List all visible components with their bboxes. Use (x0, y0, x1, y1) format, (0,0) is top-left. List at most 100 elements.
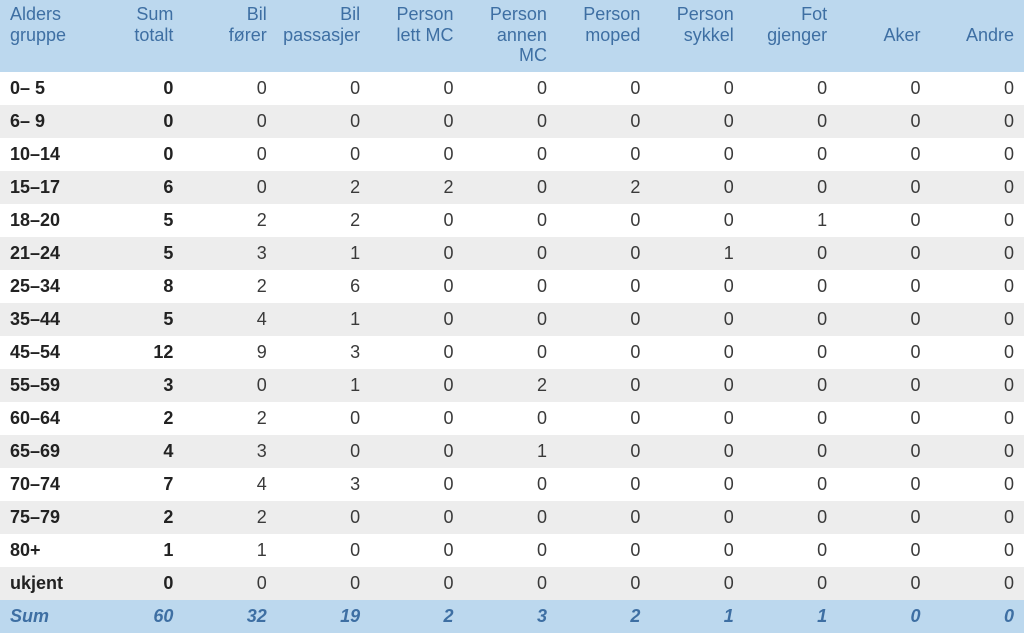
cell-value: 2 (183, 270, 276, 303)
cell-value: 0 (370, 369, 463, 402)
cell-value: 0 (837, 237, 930, 270)
data-table: AldersgruppeSumtotaltBilførerBilpassasje… (0, 0, 1024, 633)
col-header-line2: Andre (966, 25, 1014, 45)
table-row: 0– 50000000000 (0, 72, 1024, 105)
col-header-line1: Bil (340, 4, 360, 24)
cell-value: 0 (183, 369, 276, 402)
col-header-line1: Sum (136, 4, 173, 24)
cell-value: 0 (837, 369, 930, 402)
cell-value: 3 (277, 468, 370, 501)
row-label: ukjent (0, 567, 90, 600)
cell-value: 0 (277, 105, 370, 138)
cell-value: 0 (650, 72, 743, 105)
table-row: 60–642200000000 (0, 402, 1024, 435)
cell-value: 0 (931, 435, 1024, 468)
cell-value: 0 (90, 105, 183, 138)
cell-value: 0 (744, 369, 837, 402)
cell-value: 2 (183, 402, 276, 435)
cell-value: 0 (931, 72, 1024, 105)
sum-value: 19 (277, 600, 370, 633)
col-header-line2: passasjer (283, 25, 360, 45)
table-body: 0– 500000000006– 9000000000010–140000000… (0, 72, 1024, 633)
cell-value: 0 (837, 303, 930, 336)
cell-value: 2 (183, 204, 276, 237)
table-row: 18–205220000100 (0, 204, 1024, 237)
cell-value: 0 (837, 171, 930, 204)
cell-value: 0 (650, 303, 743, 336)
cell-value: 0 (90, 567, 183, 600)
sum-value: 32 (183, 600, 276, 633)
cell-value: 0 (370, 468, 463, 501)
row-label: 18–20 (0, 204, 90, 237)
cell-value: 0 (837, 204, 930, 237)
cell-value: 2 (277, 171, 370, 204)
cell-value: 0 (183, 138, 276, 171)
row-label: 21–24 (0, 237, 90, 270)
cell-value: 0 (464, 105, 557, 138)
cell-value: 0 (557, 534, 650, 567)
cell-value: 0 (277, 534, 370, 567)
sum-value: 2 (370, 600, 463, 633)
cell-value: 0 (557, 468, 650, 501)
row-label: 65–69 (0, 435, 90, 468)
col-header: Personlett MC (370, 0, 463, 72)
cell-value: 3 (90, 369, 183, 402)
table-row: 15–176022020000 (0, 171, 1024, 204)
cell-value: 0 (277, 138, 370, 171)
cell-value: 0 (464, 237, 557, 270)
cell-value: 0 (650, 270, 743, 303)
cell-value: 0 (464, 171, 557, 204)
table-row: 10–140000000000 (0, 138, 1024, 171)
cell-value: 0 (557, 138, 650, 171)
col-header: Personannen MC (464, 0, 557, 72)
row-label: 10–14 (0, 138, 90, 171)
cell-value: 1 (650, 237, 743, 270)
cell-value: 0 (744, 468, 837, 501)
row-label: 25–34 (0, 270, 90, 303)
table-row: 70–747430000000 (0, 468, 1024, 501)
row-label: 80+ (0, 534, 90, 567)
cell-value: 2 (183, 501, 276, 534)
col-header: Bilpassasjer (277, 0, 370, 72)
cell-value: 0 (183, 72, 276, 105)
cell-value: 0 (557, 270, 650, 303)
cell-value: 0 (931, 501, 1024, 534)
cell-value: 0 (650, 204, 743, 237)
cell-value: 0 (837, 567, 930, 600)
header-row: AldersgruppeSumtotaltBilførerBilpassasje… (0, 0, 1024, 72)
cell-value: 0 (370, 435, 463, 468)
col-header-line2: fører (229, 25, 267, 45)
cell-value: 0 (277, 72, 370, 105)
cell-value: 0 (370, 501, 463, 534)
sum-value: 0 (837, 600, 930, 633)
col-header-line1: Alders (10, 4, 61, 24)
cell-value: 4 (183, 303, 276, 336)
table-row: 75–792200000000 (0, 501, 1024, 534)
cell-value: 0 (650, 336, 743, 369)
cell-value: 0 (744, 237, 837, 270)
cell-value: 0 (183, 105, 276, 138)
row-label: 6– 9 (0, 105, 90, 138)
cell-value: 0 (650, 138, 743, 171)
sum-label: Sum (0, 600, 90, 633)
cell-value: 0 (650, 171, 743, 204)
cell-value: 0 (464, 336, 557, 369)
col-header-line2: sykkel (684, 25, 734, 45)
sum-value: 1 (744, 600, 837, 633)
cell-value: 5 (90, 303, 183, 336)
col-header-line1: Person (490, 4, 547, 24)
col-header-line2: gruppe (10, 25, 66, 45)
cell-value: 0 (370, 237, 463, 270)
cell-value: 0 (370, 534, 463, 567)
cell-value: 0 (650, 369, 743, 402)
cell-value: 0 (464, 468, 557, 501)
cell-value: 0 (650, 501, 743, 534)
cell-value: 0 (650, 567, 743, 600)
cell-value: 0 (464, 204, 557, 237)
cell-value: 0 (464, 534, 557, 567)
cell-value: 0 (277, 435, 370, 468)
cell-value: 0 (464, 270, 557, 303)
cell-value: 0 (837, 336, 930, 369)
cell-value: 0 (650, 402, 743, 435)
table-row: 80+1100000000 (0, 534, 1024, 567)
